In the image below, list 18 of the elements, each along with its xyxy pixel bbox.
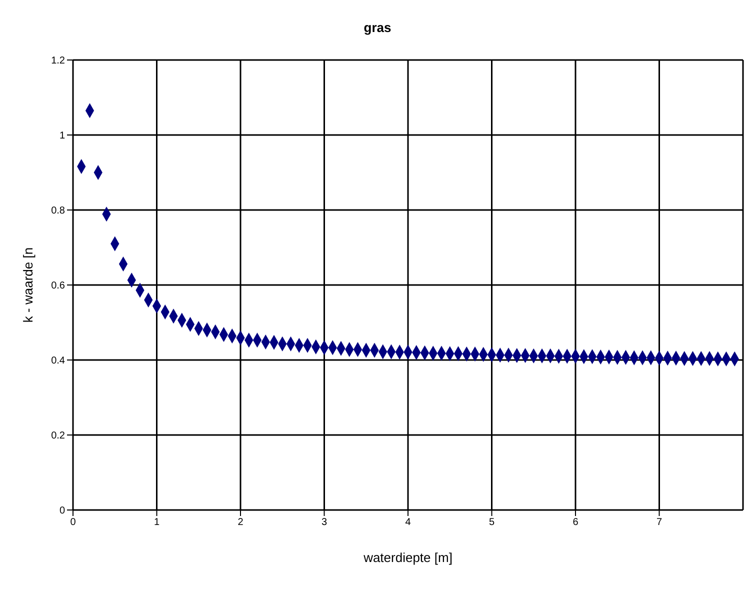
y-tick-label: 0.4 — [51, 356, 66, 367]
x-tick-label: 0 — [70, 517, 76, 528]
x-axis-title: waterdiepte [m] — [362, 550, 452, 565]
x-tick-label: 4 — [405, 517, 412, 528]
y-axis-title: k - waarde [n — [20, 247, 36, 323]
y-tick-label: 0.8 — [51, 206, 66, 217]
chart-title: gras — [362, 19, 392, 37]
x-tick-label: 1 — [154, 517, 160, 528]
y-tick-label: 1 — [59, 130, 66, 142]
y-tick-label: 1.2 — [51, 56, 66, 67]
y-tick-label: 0.2 — [51, 430, 66, 442]
x-tick-label: 7 — [656, 517, 662, 528]
x-tick-label: 3 — [321, 517, 328, 528]
y-tick-label: 0.6 — [51, 280, 66, 292]
x-tick-label: 5 — [488, 517, 495, 528]
y-tick-label: 0 — [59, 506, 66, 517]
x-tick-label: 2 — [238, 517, 244, 528]
x-tick-label: 6 — [572, 517, 579, 528]
